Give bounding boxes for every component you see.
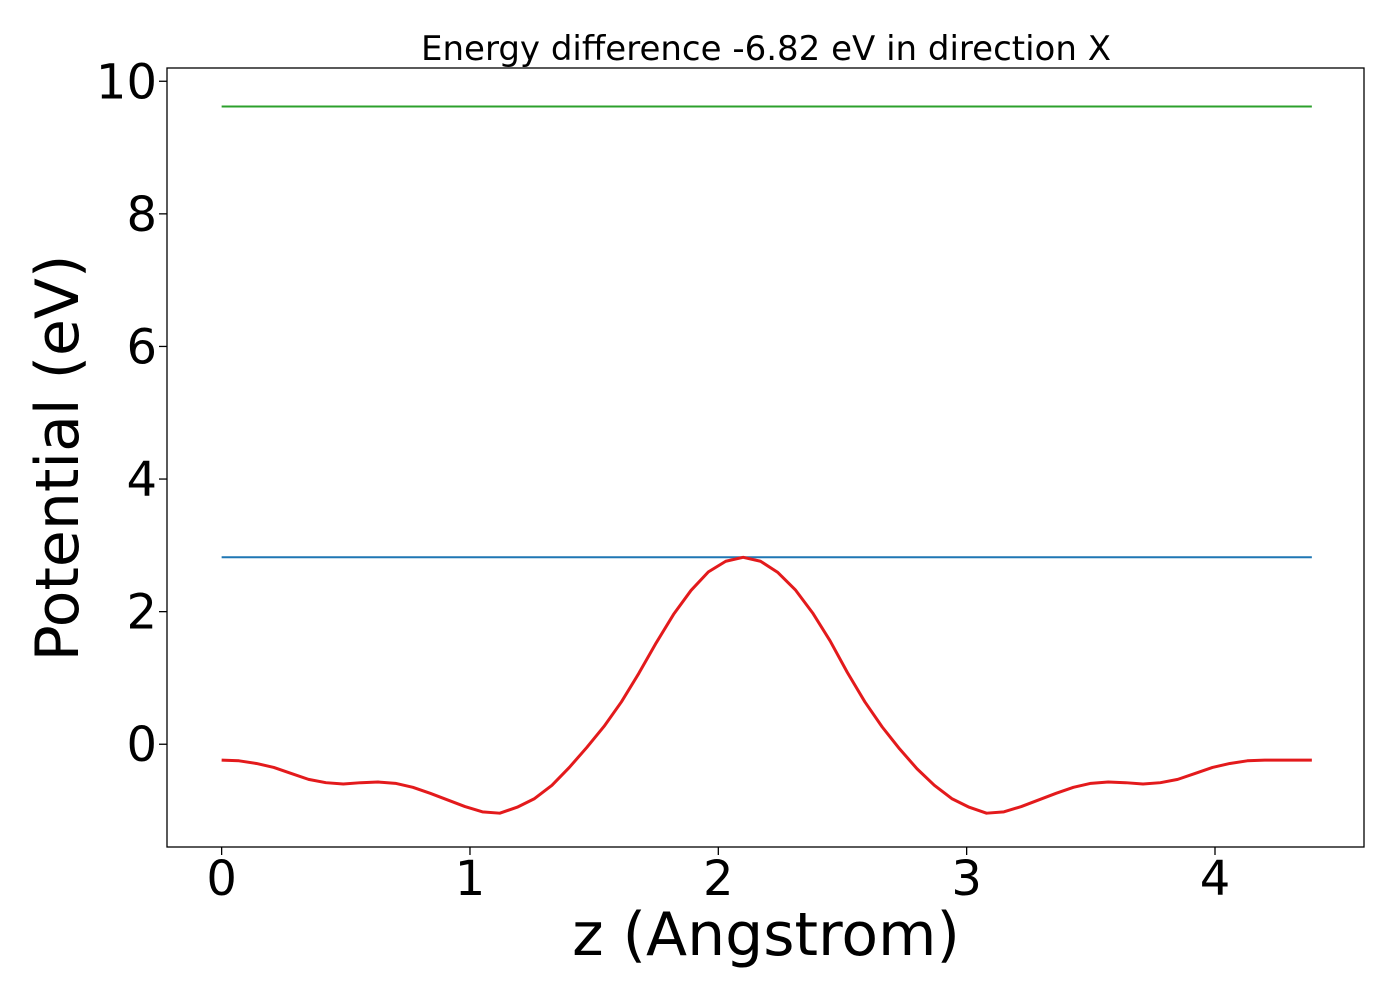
axes-frame xyxy=(166,67,1365,848)
x-tick-label: 1 xyxy=(455,851,486,907)
y-axis-ticks: 0 2 4 6 8 10 xyxy=(96,54,167,773)
y-tick-label: 6 xyxy=(126,319,157,375)
y-tick-label: 2 xyxy=(126,585,157,641)
plot-area xyxy=(221,105,1312,815)
x-tick-label: 3 xyxy=(951,851,982,907)
y-tick-label: 10 xyxy=(96,54,157,110)
x-axis-ticks: 0 1 2 3 4 xyxy=(206,847,1230,907)
chart-title: Energy difference -6.82 eV in direction … xyxy=(421,29,1111,69)
x-axis-label: z (Angstrom) xyxy=(572,900,960,970)
x-tick-label: 4 xyxy=(1200,851,1231,907)
x-tick-label: 0 xyxy=(206,851,237,907)
series-line-red xyxy=(221,555,1312,815)
y-tick-label: 0 xyxy=(126,717,157,773)
y-tick-label: 4 xyxy=(126,452,157,508)
y-tick-label: 8 xyxy=(126,187,157,243)
x-tick-label: 2 xyxy=(703,851,734,907)
y-axis-label: Potential (eV) xyxy=(23,255,93,662)
